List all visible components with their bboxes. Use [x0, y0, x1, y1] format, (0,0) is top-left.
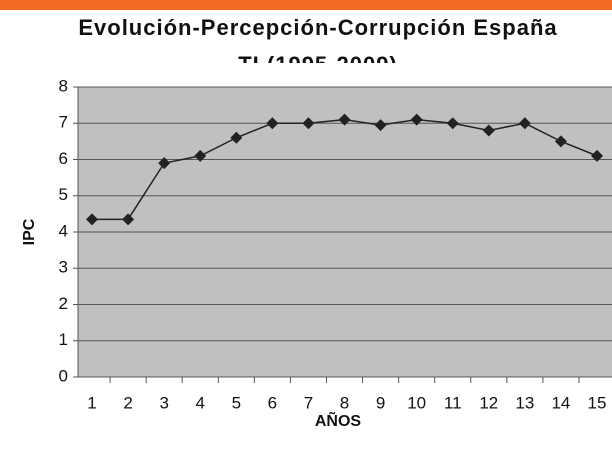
y-tick-label: 4 — [59, 221, 68, 240]
marker — [230, 131, 243, 144]
marker — [518, 117, 531, 130]
x-tick-label: 4 — [196, 393, 205, 412]
x-tick-label: 11 — [444, 393, 462, 412]
marker — [266, 117, 279, 130]
marker — [446, 117, 459, 130]
marker — [591, 149, 604, 162]
y-tick-label: 2 — [59, 294, 68, 313]
x-tick-label: 12 — [479, 393, 498, 412]
x-tick-label: 10 — [407, 393, 426, 412]
marker — [158, 157, 171, 170]
y-tick-label: 5 — [59, 185, 68, 204]
x-tick-label: 13 — [515, 393, 534, 412]
x-tick-label: 5 — [232, 393, 241, 412]
y-tick-label: 7 — [59, 113, 68, 132]
top-bar — [0, 0, 612, 10]
marker — [374, 119, 387, 132]
marker — [410, 113, 423, 126]
x-tick-label: 14 — [551, 393, 570, 412]
x-axis-label: AÑOS — [315, 410, 362, 430]
x-tick-label: 3 — [159, 393, 168, 412]
y-tick-label: 0 — [59, 366, 68, 385]
x-tick-label: 15 — [588, 393, 607, 412]
x-tick-label: 9 — [376, 393, 385, 412]
marker — [86, 213, 99, 226]
x-tick-label: 2 — [123, 393, 132, 412]
y-tick-label: 6 — [59, 149, 68, 168]
x-tick-label: 7 — [304, 393, 313, 412]
chart-title: Evolución-Percepción-Corrupción España — [78, 15, 557, 40]
marker — [302, 117, 315, 130]
y-tick-label: 3 — [59, 258, 68, 277]
marker — [338, 113, 351, 126]
marker — [122, 213, 135, 226]
marker — [194, 149, 207, 162]
x-tick-label: 6 — [268, 393, 277, 412]
y-tick-label: 1 — [59, 330, 68, 349]
y-axis-label: IPC — [21, 218, 38, 245]
x-tick-label: 1 — [87, 393, 96, 412]
x-tick-label: 8 — [340, 393, 349, 412]
chart-subtitle: TI (1995-2009) — [238, 52, 398, 77]
marker — [554, 135, 567, 148]
y-tick-label: 8 — [59, 76, 68, 95]
marker — [482, 124, 495, 137]
